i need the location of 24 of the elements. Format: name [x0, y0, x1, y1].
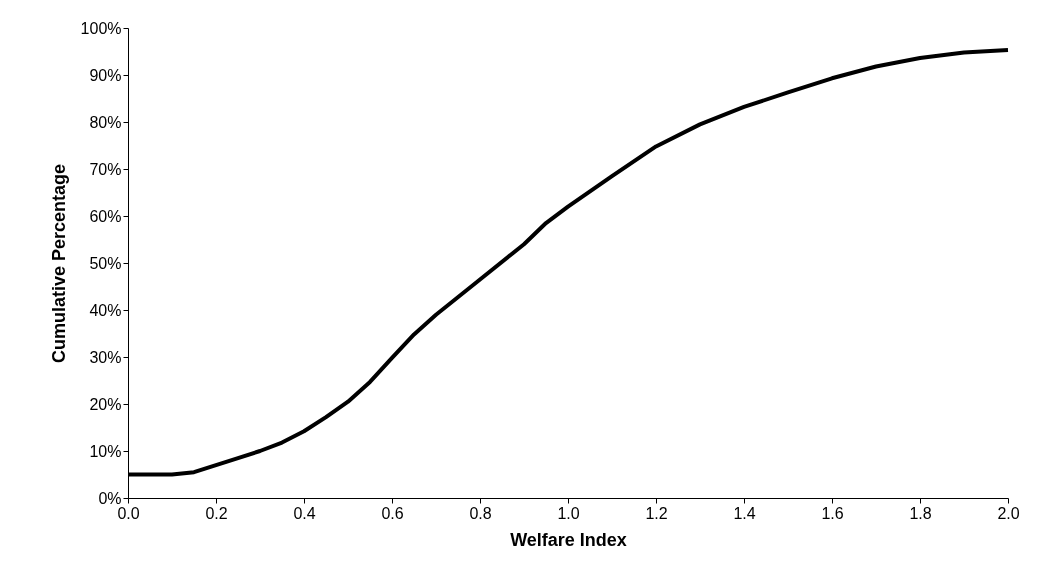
x-tick-label: 1.6 [821, 504, 844, 522]
x-tick-label: 0.2 [205, 504, 228, 522]
x-tick-label: 1.8 [909, 504, 932, 522]
x-tick-label: 2.0 [997, 504, 1020, 522]
x-tick-label: 0.8 [469, 504, 492, 522]
x-tick-label: 1.4 [733, 504, 756, 522]
x-tick-label: 1.2 [645, 504, 668, 522]
x-tick-label: 0.4 [293, 504, 316, 522]
x-tick-label: 1.0 [557, 504, 580, 522]
y-tick-label: 80% [89, 113, 122, 131]
x-tick-label: 0.6 [381, 504, 404, 522]
y-tick-label: 20% [89, 395, 122, 413]
x-axis-title: Welfare Index [510, 529, 627, 550]
y-tick-label: 30% [89, 348, 122, 366]
y-tick-label: 50% [89, 254, 122, 272]
y-axis-title: Cumulative Percentage [48, 163, 69, 364]
y-tick-label: 0% [98, 489, 122, 507]
y-tick-label: 100% [80, 19, 122, 37]
y-tick-label: 90% [89, 66, 122, 84]
y-tick-label: 70% [89, 160, 122, 178]
y-tick-label: 40% [89, 301, 122, 319]
y-tick-label: 10% [89, 442, 122, 460]
y-tick-label: 60% [89, 207, 122, 225]
x-tick-label: 0.0 [117, 504, 140, 522]
